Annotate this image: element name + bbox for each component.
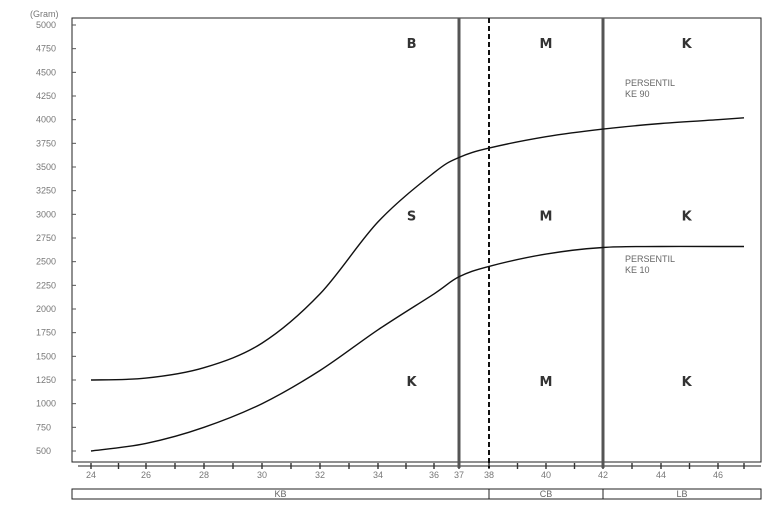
y-tick-label: 1250 [36,375,56,385]
x-axis-ticks: 24 26 28 30 32 34 36 37 38 40 42 44 46 [78,463,761,480]
band-label: CB [540,489,553,499]
y-tick-label: 3750 [36,138,56,148]
zone-letters: B M K S M K K M K [407,37,693,390]
band-label: KB [274,489,286,499]
y-tick-label: 750 [36,422,51,432]
y-tick-label: 500 [36,446,51,456]
percentile-curve [90,117,745,381]
x-tick-label: 46 [713,470,723,480]
percentile-label-line: PERSENTIL [625,254,675,264]
percentile-curves [90,117,745,452]
y-tick-label: 4000 [36,115,56,125]
zone-letter: M [540,209,553,224]
zone-letter: K [682,37,693,52]
y-tick-label: 1000 [36,399,56,409]
zone-letter: K [682,375,693,390]
x-tick-label: 30 [257,470,267,480]
y-tick-label: 2750 [36,233,56,243]
x-tick-label: 34 [373,470,383,480]
y-tick-label: 4250 [36,91,56,101]
percentile-label-line: KE 90 [625,89,650,99]
y-tick-label: 3250 [36,186,56,196]
y-tick-label: 4500 [36,67,56,77]
zone-letter: K [407,375,418,390]
y-axis-ticks: 500 750 1000 1250 1500 1750 2000 2250 2500 2750 30… [36,20,76,456]
plot-frame [71,17,762,463]
y-tick-label: 1750 [36,328,56,338]
y-tick-label: 2000 [36,304,56,314]
x-tick-label: 32 [315,470,325,480]
percentile-label-line: PERSENTIL [625,78,675,88]
gestation-bands: KB CB LB [71,488,762,500]
x-tick-label: 44 [656,470,666,480]
zone-letter: M [540,375,553,390]
band-label: LB [676,489,687,499]
y-tick-label: 5000 [36,20,56,30]
band-frame [71,488,762,500]
y-tick-label: 1500 [36,351,56,361]
zone-letter: M [540,37,553,52]
y-tick-label: 3000 [36,209,56,219]
y-tick-label: 4750 [36,44,56,54]
x-tick-label: 40 [541,470,551,480]
y-axis-label: (Gram) [30,9,59,19]
x-tick-label: 37 [454,470,464,480]
zone-letter: S [407,209,416,224]
y-tick-label: 2250 [36,280,56,290]
y-tick-label: 2500 [36,257,56,267]
percentile-curve [90,245,744,452]
x-tick-label: 28 [199,470,209,480]
x-tick-label: 38 [484,470,494,480]
zone-letter: K [682,209,693,224]
x-tick-label: 42 [598,470,608,480]
percentile-label-line: KE 10 [625,265,650,275]
vertical-boundaries [457,18,605,468]
y-tick-label: 3500 [36,162,56,172]
x-tick-label: 36 [429,470,439,480]
x-tick-label: 26 [141,470,151,480]
zone-letter: B [407,37,417,52]
x-tick-label: 24 [86,470,96,480]
